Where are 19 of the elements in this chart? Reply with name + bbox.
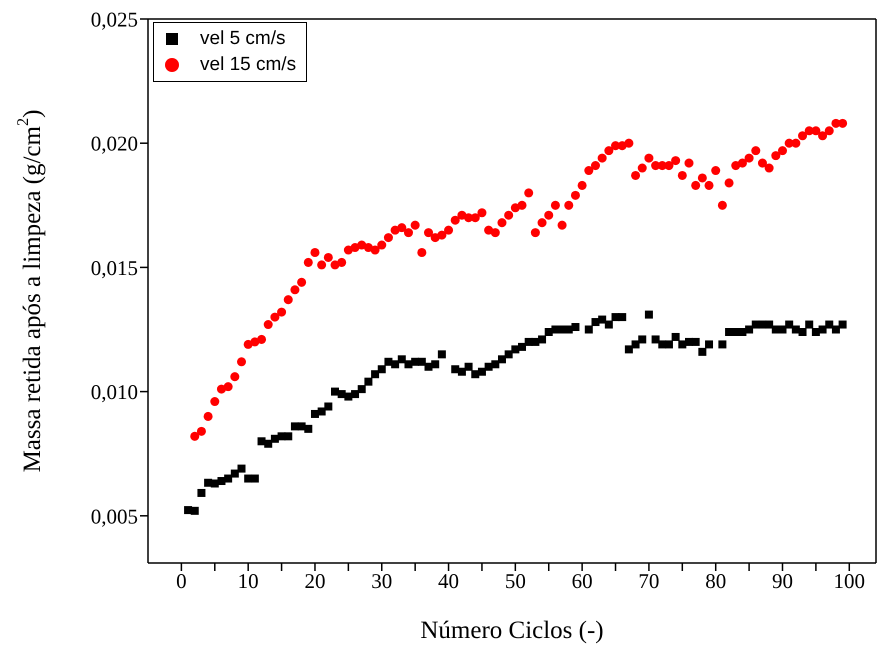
x-tick-label: 10 <box>238 568 259 593</box>
y-tick-label: 0,005 <box>90 504 138 528</box>
x-tick-label: 90 <box>772 568 793 593</box>
y-tick-label: 0,010 <box>90 380 138 404</box>
x-tick-label: 20 <box>304 568 326 593</box>
y-tick-label: 0,015 <box>90 256 138 280</box>
x-tick-label: 70 <box>638 568 660 593</box>
x-tick-label: 40 <box>438 568 460 593</box>
y-tick-label: 0,025 <box>90 7 138 32</box>
x-tick-label: 60 <box>572 568 593 593</box>
legend-label: vel 15 cm/s <box>200 54 296 76</box>
y-tick-label: 0,020 <box>90 132 138 156</box>
x-tick-label: 80 <box>705 568 726 593</box>
x-tick-label: 0 <box>176 568 187 593</box>
x-tick-label: 100 <box>834 568 866 593</box>
x-tick-label: 30 <box>371 568 392 593</box>
x-tick-label: 50 <box>504 568 526 593</box>
x-axis-title: Número Ciclos (-) <box>420 617 604 644</box>
legend-label: vel 5 cm/s <box>200 28 286 50</box>
